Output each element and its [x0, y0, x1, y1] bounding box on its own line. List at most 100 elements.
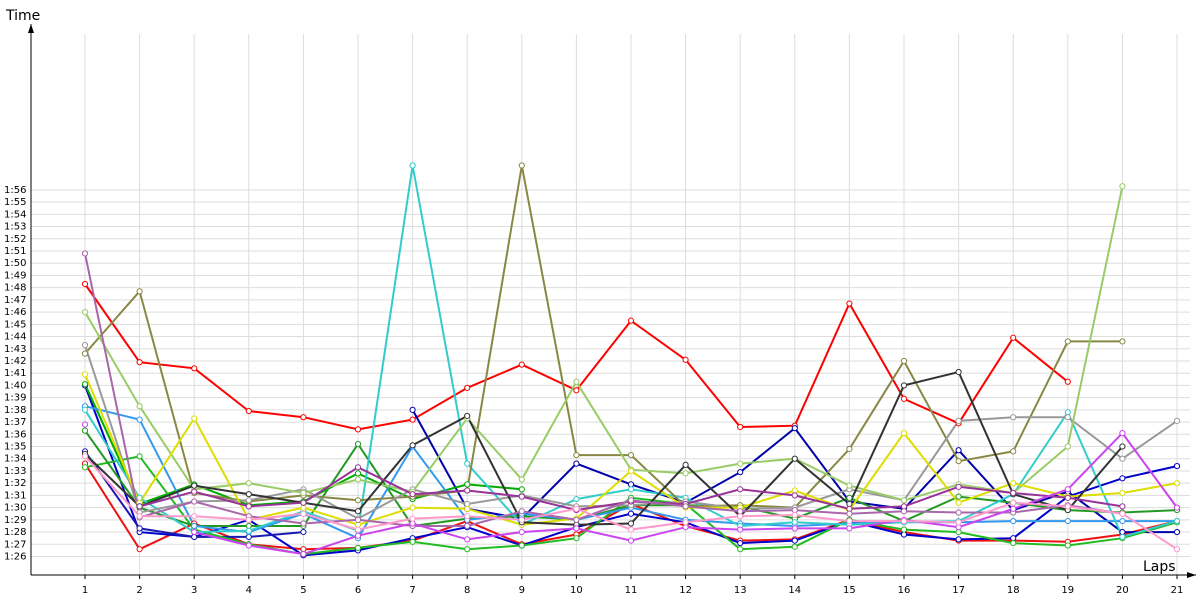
data-point — [737, 546, 744, 553]
data-point — [955, 519, 962, 526]
data-point — [573, 451, 580, 459]
y-axis-arrow — [28, 24, 34, 33]
data-point — [300, 414, 307, 421]
data-point — [136, 403, 143, 410]
data-point — [1064, 503, 1071, 510]
data-point — [1173, 528, 1181, 536]
data-point — [409, 504, 416, 511]
data-point — [627, 537, 635, 544]
y-tick-label: 1:35 — [4, 442, 26, 453]
x-tick-label: 16 — [898, 585, 911, 596]
data-point — [1119, 510, 1126, 517]
data-point — [682, 356, 689, 363]
data-point — [300, 489, 307, 497]
x-tick-label: 8 — [464, 585, 470, 596]
data-point — [955, 509, 962, 516]
y-tick-label: 1:43 — [4, 344, 26, 355]
data-point — [136, 513, 143, 520]
data-point — [573, 516, 580, 523]
data-point — [1119, 455, 1126, 462]
data-point — [955, 447, 962, 454]
data-point — [1119, 533, 1126, 541]
data-point — [737, 539, 744, 547]
x-tick-label: 13 — [734, 585, 747, 596]
data-point — [1119, 503, 1126, 510]
data-point — [900, 497, 908, 504]
data-point — [464, 487, 471, 494]
data-point — [900, 382, 908, 389]
data-point — [682, 503, 689, 510]
x-tick-label: 4 — [246, 585, 252, 596]
data-point — [81, 421, 89, 428]
x-tick-label: 5 — [300, 585, 306, 596]
data-point — [737, 486, 744, 493]
data-point — [409, 416, 416, 423]
data-point — [737, 513, 744, 520]
data-point — [737, 526, 744, 533]
data-point — [518, 508, 525, 515]
series-line-11 — [84, 165, 1123, 509]
data-point — [518, 542, 525, 549]
data-point — [518, 528, 525, 536]
y-tick-label: 1:41 — [4, 368, 26, 379]
data-point — [245, 503, 252, 510]
y-tick-label: 1:42 — [4, 356, 26, 367]
data-point — [464, 460, 471, 467]
data-point — [573, 505, 580, 512]
y-tick-label: 1:38 — [4, 405, 26, 416]
data-point — [245, 542, 252, 549]
y-tick-label: 1:29 — [4, 515, 26, 526]
data-point — [900, 526, 908, 533]
y-tick-label: 1:52 — [4, 234, 26, 245]
data-point — [682, 461, 689, 468]
data-point — [191, 415, 198, 422]
data-point — [518, 476, 525, 483]
data-point — [1064, 542, 1071, 549]
data-point — [627, 497, 635, 504]
data-point — [1173, 462, 1181, 470]
series-line-18 — [84, 253, 1123, 527]
y-tick-label: 1:55 — [4, 197, 26, 208]
data-point — [682, 519, 689, 526]
data-point — [791, 425, 798, 432]
data-point — [245, 407, 252, 415]
y-tick-label: 1:36 — [4, 429, 26, 440]
data-point — [955, 368, 962, 376]
x-tick-label: 7 — [409, 585, 415, 596]
data-point — [1010, 517, 1017, 525]
data-point — [354, 526, 362, 533]
data-point — [846, 525, 853, 532]
data-point — [81, 371, 89, 378]
y-tick-label: 1:47 — [4, 295, 26, 306]
y-tick-label: 1:33 — [4, 466, 26, 477]
y-tick-label: 1:44 — [4, 332, 26, 343]
data-point — [955, 536, 962, 543]
data-point — [627, 486, 635, 493]
data-point — [191, 522, 198, 530]
y-tick-label: 1:26 — [4, 552, 26, 563]
data-point — [354, 544, 362, 552]
data-point — [1010, 448, 1017, 455]
data-point — [900, 517, 908, 525]
data-point — [627, 520, 635, 527]
data-point — [1119, 338, 1126, 345]
data-point — [136, 453, 143, 460]
data-point — [627, 317, 635, 324]
x-tick-label: 9 — [519, 585, 525, 596]
x-tick-label: 10 — [570, 585, 583, 596]
x-tick-label: 12 — [679, 585, 692, 596]
data-point — [81, 341, 89, 349]
axis-layer — [28, 24, 1196, 579]
data-point — [1064, 517, 1071, 525]
y-tick-label: 1:39 — [4, 393, 26, 404]
y-tick-label: 1:54 — [4, 209, 26, 220]
data-point — [409, 162, 416, 169]
y-tick-label: 1:27 — [4, 539, 26, 550]
data-point — [81, 427, 89, 434]
y-tick-label: 1:30 — [4, 503, 26, 514]
x-tick-label: 20 — [1116, 585, 1129, 596]
data-point — [737, 423, 744, 431]
y-tick-label: 1:34 — [4, 454, 26, 465]
data-point — [846, 482, 853, 489]
